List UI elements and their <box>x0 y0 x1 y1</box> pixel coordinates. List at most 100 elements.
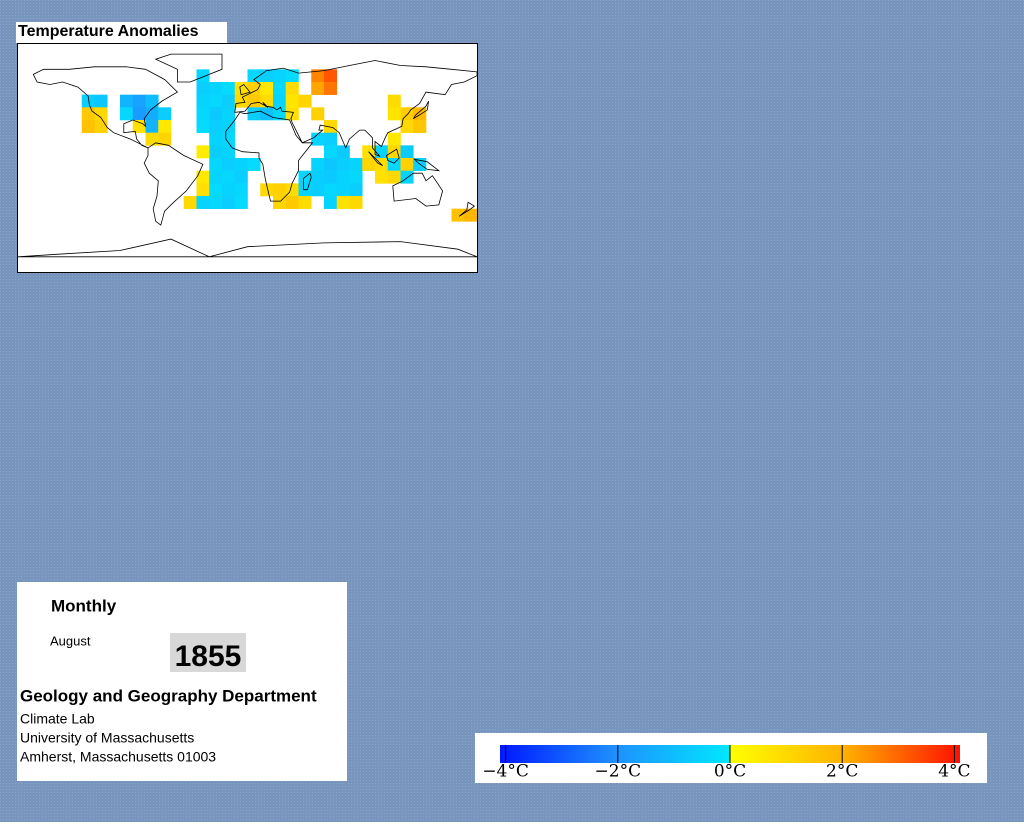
anomaly-cell <box>234 196 248 209</box>
anomaly-cell <box>324 196 338 209</box>
anomaly-cell <box>222 170 236 184</box>
info-panel <box>17 582 347 781</box>
anomaly-cell <box>387 145 401 159</box>
anomaly-cell <box>298 94 312 108</box>
anomaly-cell <box>222 145 236 159</box>
anomaly-cell <box>375 145 389 159</box>
anomaly-cell <box>145 120 159 133</box>
coastline <box>143 142 204 226</box>
anomaly-cell <box>260 82 274 95</box>
coastline <box>368 151 383 166</box>
anomaly-cell <box>145 107 159 121</box>
anomaly-cell <box>324 158 338 171</box>
anomaly-cell <box>273 183 287 197</box>
anomaly-cell <box>311 170 325 184</box>
anomaly-cell <box>196 94 210 108</box>
anomaly-cell <box>209 196 223 209</box>
coastline <box>458 201 476 217</box>
anomaly-cell <box>311 132 325 146</box>
anomaly-cell <box>349 196 363 209</box>
anomaly-cell <box>324 132 338 146</box>
anomaly-cell <box>336 158 350 171</box>
anomaly-cell <box>400 158 414 171</box>
anomaly-cell <box>145 132 159 146</box>
anomaly-cell <box>158 120 172 133</box>
anomaly-cell <box>94 94 108 108</box>
anomaly-cell <box>298 196 312 209</box>
anomaly-cell <box>311 69 325 83</box>
anomaly-cell <box>209 82 223 95</box>
anomaly-cell <box>196 69 210 83</box>
anomaly-cell <box>311 107 325 121</box>
anomaly-cell <box>209 170 223 184</box>
anomaly-cell <box>158 107 172 121</box>
title-box <box>16 22 227 43</box>
anomaly-cell <box>183 196 197 209</box>
colorbar-tick-label: 2°C <box>826 762 858 782</box>
address-line: University of Massachusetts <box>20 730 194 746</box>
coastline <box>18 238 477 258</box>
anomaly-cell <box>336 170 350 184</box>
coastline <box>413 158 441 172</box>
coastline <box>303 172 312 191</box>
anomaly-cell <box>81 94 95 108</box>
anomaly-cell <box>324 69 338 83</box>
anomaly-cell <box>222 158 236 171</box>
anomaly-cell <box>285 69 299 83</box>
anomaly-cell <box>285 94 299 108</box>
anomaly-cell <box>222 196 236 209</box>
anomaly-cell <box>209 120 223 133</box>
anomaly-cell <box>209 183 223 197</box>
year: 1855 <box>175 640 242 673</box>
anomaly-cell <box>120 107 134 121</box>
anomaly-cell <box>324 145 338 159</box>
anomaly-cell <box>349 183 363 197</box>
anomaly-cell <box>196 183 210 197</box>
anomaly-cell <box>158 132 172 146</box>
anomaly-cell <box>196 107 210 121</box>
anomaly-cell <box>132 107 146 121</box>
month: August <box>50 633 91 648</box>
anomaly-cell <box>311 158 325 171</box>
colorbar-tick-label: −4°C <box>482 762 529 782</box>
anomaly-cell <box>285 196 299 209</box>
anomaly-cell <box>400 120 414 133</box>
anomaly-cell <box>196 145 210 159</box>
anomaly-cell <box>94 120 108 133</box>
anomaly-cell <box>247 69 261 83</box>
anomaly-cell <box>285 82 299 95</box>
coastline <box>412 100 429 120</box>
anomaly-cell <box>145 94 159 108</box>
anomaly-cell <box>247 107 261 121</box>
anomaly-cell <box>81 120 95 133</box>
anomaly-cell <box>451 208 465 222</box>
anomaly-cell <box>273 107 287 121</box>
anomaly-cell <box>209 94 223 108</box>
anomaly-cell <box>285 107 299 121</box>
anomaly-cell <box>324 183 338 197</box>
anomaly-cell <box>324 120 338 133</box>
anomaly-cell <box>222 82 236 95</box>
anomaly-cell <box>324 82 338 95</box>
address-line: Climate Lab <box>20 711 95 727</box>
anomaly-cell <box>196 196 210 209</box>
anomaly-cell <box>81 107 95 121</box>
coastline <box>234 60 477 158</box>
anomaly-cell <box>132 120 146 133</box>
coastline <box>386 148 400 164</box>
year-box <box>170 633 246 672</box>
anomaly-cell <box>336 196 350 209</box>
anomaly-cell <box>209 158 223 171</box>
anomaly-cell <box>273 69 287 83</box>
anomaly-cell <box>209 132 223 146</box>
coastline <box>239 83 251 96</box>
anomaly-cell <box>260 69 274 83</box>
anomaly-cell <box>387 170 401 184</box>
anomaly-cell <box>336 183 350 197</box>
anomaly-cell <box>222 132 236 146</box>
anomaly-cell <box>324 170 338 184</box>
anomaly-cell <box>413 120 427 133</box>
anomaly-cell <box>387 94 401 108</box>
